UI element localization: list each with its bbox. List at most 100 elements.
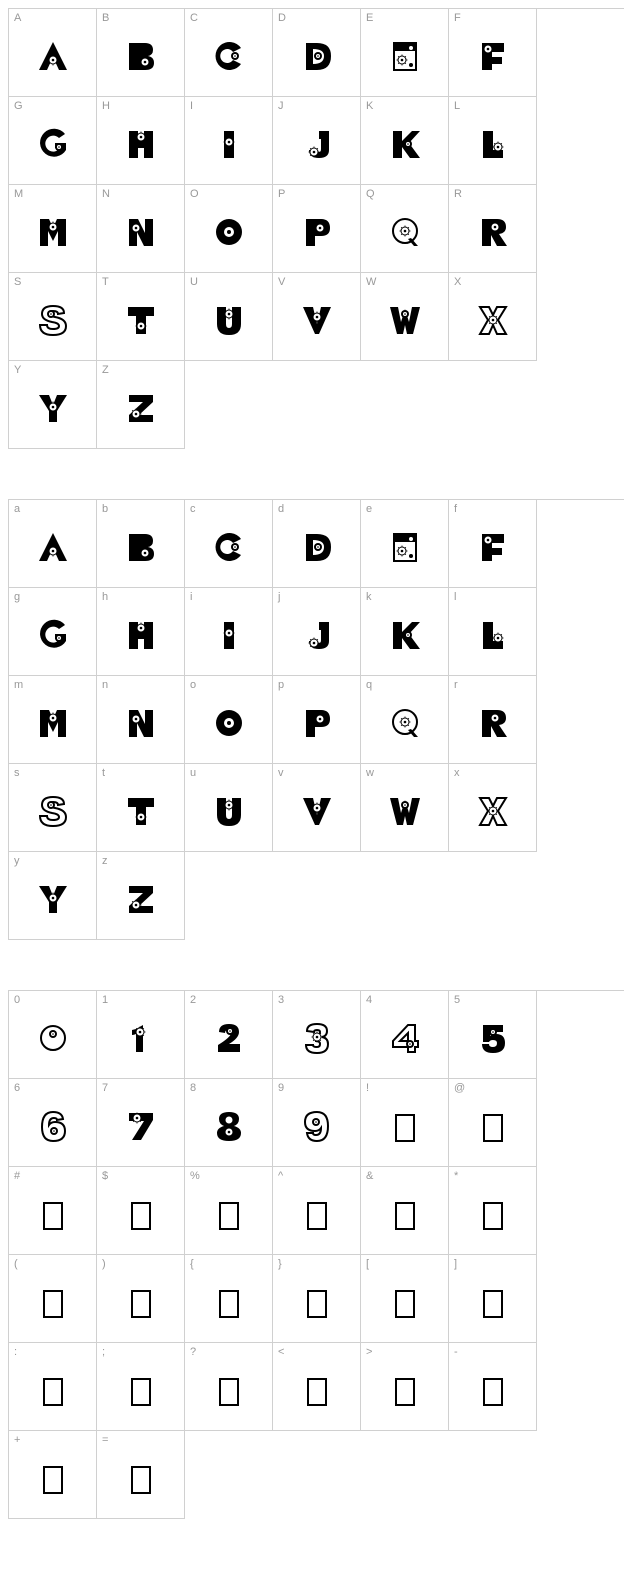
glyph-icon-Z	[125, 392, 157, 424]
glyph-label: i	[190, 591, 192, 603]
glyph-label: q	[366, 679, 372, 691]
glyph-icon-V	[301, 304, 333, 336]
glyph-cell: F	[449, 9, 537, 97]
glyph-preview	[361, 1255, 448, 1342]
glyph-label: v	[278, 767, 284, 779]
glyph-preview	[361, 9, 448, 96]
glyph-label: {	[190, 1258, 194, 1270]
glyph-preview	[273, 1167, 360, 1254]
glyph-label: A	[14, 12, 21, 24]
glyph-cell: 7	[97, 1079, 185, 1167]
glyph-preview	[185, 97, 272, 184]
glyph-label: #	[14, 1170, 20, 1182]
glyph-cell: -	[449, 1343, 537, 1431]
glyph-label: S	[14, 276, 21, 288]
glyph-cell: 0	[9, 991, 97, 1079]
glyph-cell: t	[97, 764, 185, 852]
glyph-icon-M	[37, 216, 69, 248]
glyph-cell: J	[273, 97, 361, 185]
glyph-cell: ^	[273, 1167, 361, 1255]
glyph-cell: >	[361, 1343, 449, 1431]
glyph-cell: :	[9, 1343, 97, 1431]
glyph-preview	[97, 852, 184, 939]
glyph-preview	[361, 1167, 448, 1254]
glyph-preview	[97, 9, 184, 96]
glyph-section-uppercase: ABCDEFGHIJKLMNOPQRSTUVWXYZ	[8, 8, 632, 449]
glyph-preview	[361, 588, 448, 675]
glyph-preview	[185, 500, 272, 587]
glyph-icon-S	[37, 304, 69, 336]
glyph-icon-I	[213, 128, 245, 160]
glyph-cell: 2	[185, 991, 273, 1079]
glyph-cell: H	[97, 97, 185, 185]
glyph-label: C	[190, 12, 198, 24]
glyph-label: m	[14, 679, 23, 691]
glyph-preview	[449, 97, 536, 184]
glyph-preview	[9, 588, 96, 675]
glyph-icon-Q	[389, 707, 421, 739]
glyph-label: 7	[102, 1082, 108, 1094]
glyph-preview	[361, 500, 448, 587]
glyph-icon-L	[477, 619, 509, 651]
missing-glyph-icon	[307, 1290, 327, 1318]
glyph-icon-C	[213, 531, 245, 563]
glyph-preview	[97, 991, 184, 1078]
glyph-label: W	[366, 276, 376, 288]
glyph-label: U	[190, 276, 198, 288]
glyph-icon-J	[301, 619, 333, 651]
glyph-icon-O	[213, 216, 245, 248]
glyph-preview	[361, 764, 448, 851]
glyph-preview	[185, 676, 272, 763]
glyph-label: ^	[278, 1170, 283, 1182]
glyph-icon-R	[477, 216, 509, 248]
glyph-cell: i	[185, 588, 273, 676]
glyph-preview	[361, 97, 448, 184]
glyph-cell: 9	[273, 1079, 361, 1167]
glyph-preview	[361, 1343, 448, 1430]
glyph-label: )	[102, 1258, 106, 1270]
glyph-label: 3	[278, 994, 284, 1006]
glyph-icon-9	[301, 1110, 333, 1142]
glyph-label: !	[366, 1082, 369, 1094]
glyph-preview	[97, 676, 184, 763]
glyph-preview	[273, 500, 360, 587]
glyph-label: a	[14, 503, 20, 515]
missing-glyph-icon	[483, 1114, 503, 1142]
glyph-label: 1	[102, 994, 108, 1006]
glyph-label: 8	[190, 1082, 196, 1094]
missing-glyph-icon	[307, 1378, 327, 1406]
glyph-cell: S	[9, 273, 97, 361]
glyph-icon-5	[477, 1022, 509, 1054]
glyph-icon-C	[213, 40, 245, 72]
glyph-label: N	[102, 188, 110, 200]
glyph-cell: n	[97, 676, 185, 764]
glyph-icon-T	[125, 304, 157, 336]
glyph-cell: a	[9, 500, 97, 588]
glyph-cell: s	[9, 764, 97, 852]
glyph-cell: K	[361, 97, 449, 185]
glyph-preview	[273, 676, 360, 763]
glyph-cell: }	[273, 1255, 361, 1343]
glyph-preview	[273, 764, 360, 851]
glyph-label: >	[366, 1346, 372, 1358]
missing-glyph-icon	[483, 1378, 503, 1406]
glyph-cell: 4	[361, 991, 449, 1079]
glyph-cell: q	[361, 676, 449, 764]
glyph-cell: %	[185, 1167, 273, 1255]
glyph-label: 9	[278, 1082, 284, 1094]
glyph-icon-W	[389, 795, 421, 827]
glyph-preview	[273, 9, 360, 96]
glyph-icon-T	[125, 795, 157, 827]
glyph-preview	[9, 1255, 96, 1342]
glyph-icon-W	[389, 304, 421, 336]
glyph-preview	[273, 273, 360, 360]
glyph-icon-U	[213, 304, 245, 336]
glyph-icon-H	[125, 619, 157, 651]
glyph-icon-0	[37, 1022, 69, 1054]
glyph-preview	[97, 1343, 184, 1430]
glyph-cell: 3	[273, 991, 361, 1079]
glyph-preview	[273, 1343, 360, 1430]
glyph-preview	[97, 1167, 184, 1254]
glyph-cell: )	[97, 1255, 185, 1343]
glyph-grid: ABCDEFGHIJKLMNOPQRSTUVWXYZ	[8, 8, 624, 449]
